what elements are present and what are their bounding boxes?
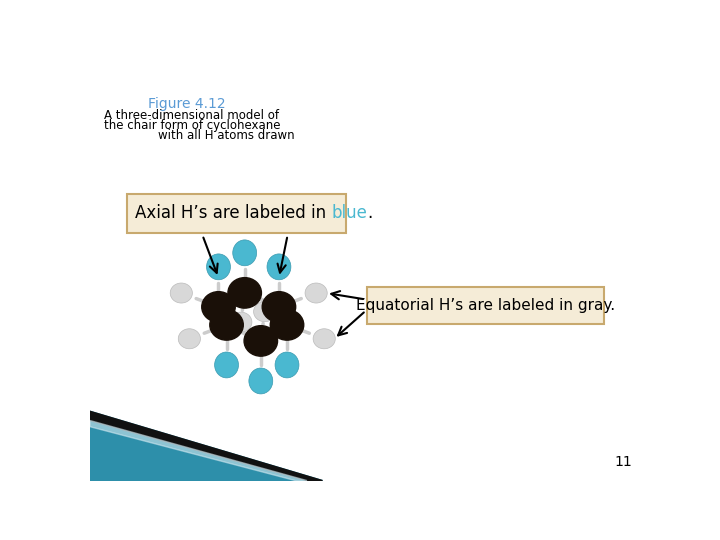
Ellipse shape (215, 352, 238, 378)
Text: 11: 11 (615, 455, 632, 469)
Ellipse shape (275, 352, 299, 378)
Text: Figure 4.12: Figure 4.12 (148, 97, 225, 111)
Ellipse shape (270, 309, 304, 340)
Ellipse shape (249, 368, 273, 394)
Ellipse shape (267, 254, 291, 280)
Ellipse shape (207, 254, 230, 280)
Ellipse shape (179, 329, 200, 349)
Ellipse shape (244, 326, 277, 356)
Polygon shape (90, 421, 307, 481)
Text: Axial H’s are labeled in: Axial H’s are labeled in (135, 205, 331, 222)
Ellipse shape (313, 329, 336, 349)
Polygon shape (90, 411, 323, 481)
Ellipse shape (170, 283, 192, 303)
Ellipse shape (233, 240, 256, 266)
Ellipse shape (230, 312, 252, 332)
FancyBboxPatch shape (367, 287, 604, 323)
Text: blue: blue (331, 205, 367, 222)
Ellipse shape (202, 292, 235, 322)
Ellipse shape (305, 283, 327, 303)
Text: .: . (367, 205, 372, 222)
Text: with all H atoms drawn: with all H atoms drawn (158, 130, 294, 143)
Text: the chair form of cyclohexane: the chair form of cyclohexane (104, 119, 281, 132)
Polygon shape (90, 411, 323, 481)
Ellipse shape (262, 292, 296, 322)
Text: A three-dimensional model of: A three-dimensional model of (104, 110, 279, 123)
Ellipse shape (253, 302, 276, 322)
FancyBboxPatch shape (127, 194, 346, 233)
Ellipse shape (210, 309, 243, 340)
Ellipse shape (228, 278, 261, 308)
Text: Equatorial H’s are labeled in gray.: Equatorial H’s are labeled in gray. (356, 298, 615, 313)
